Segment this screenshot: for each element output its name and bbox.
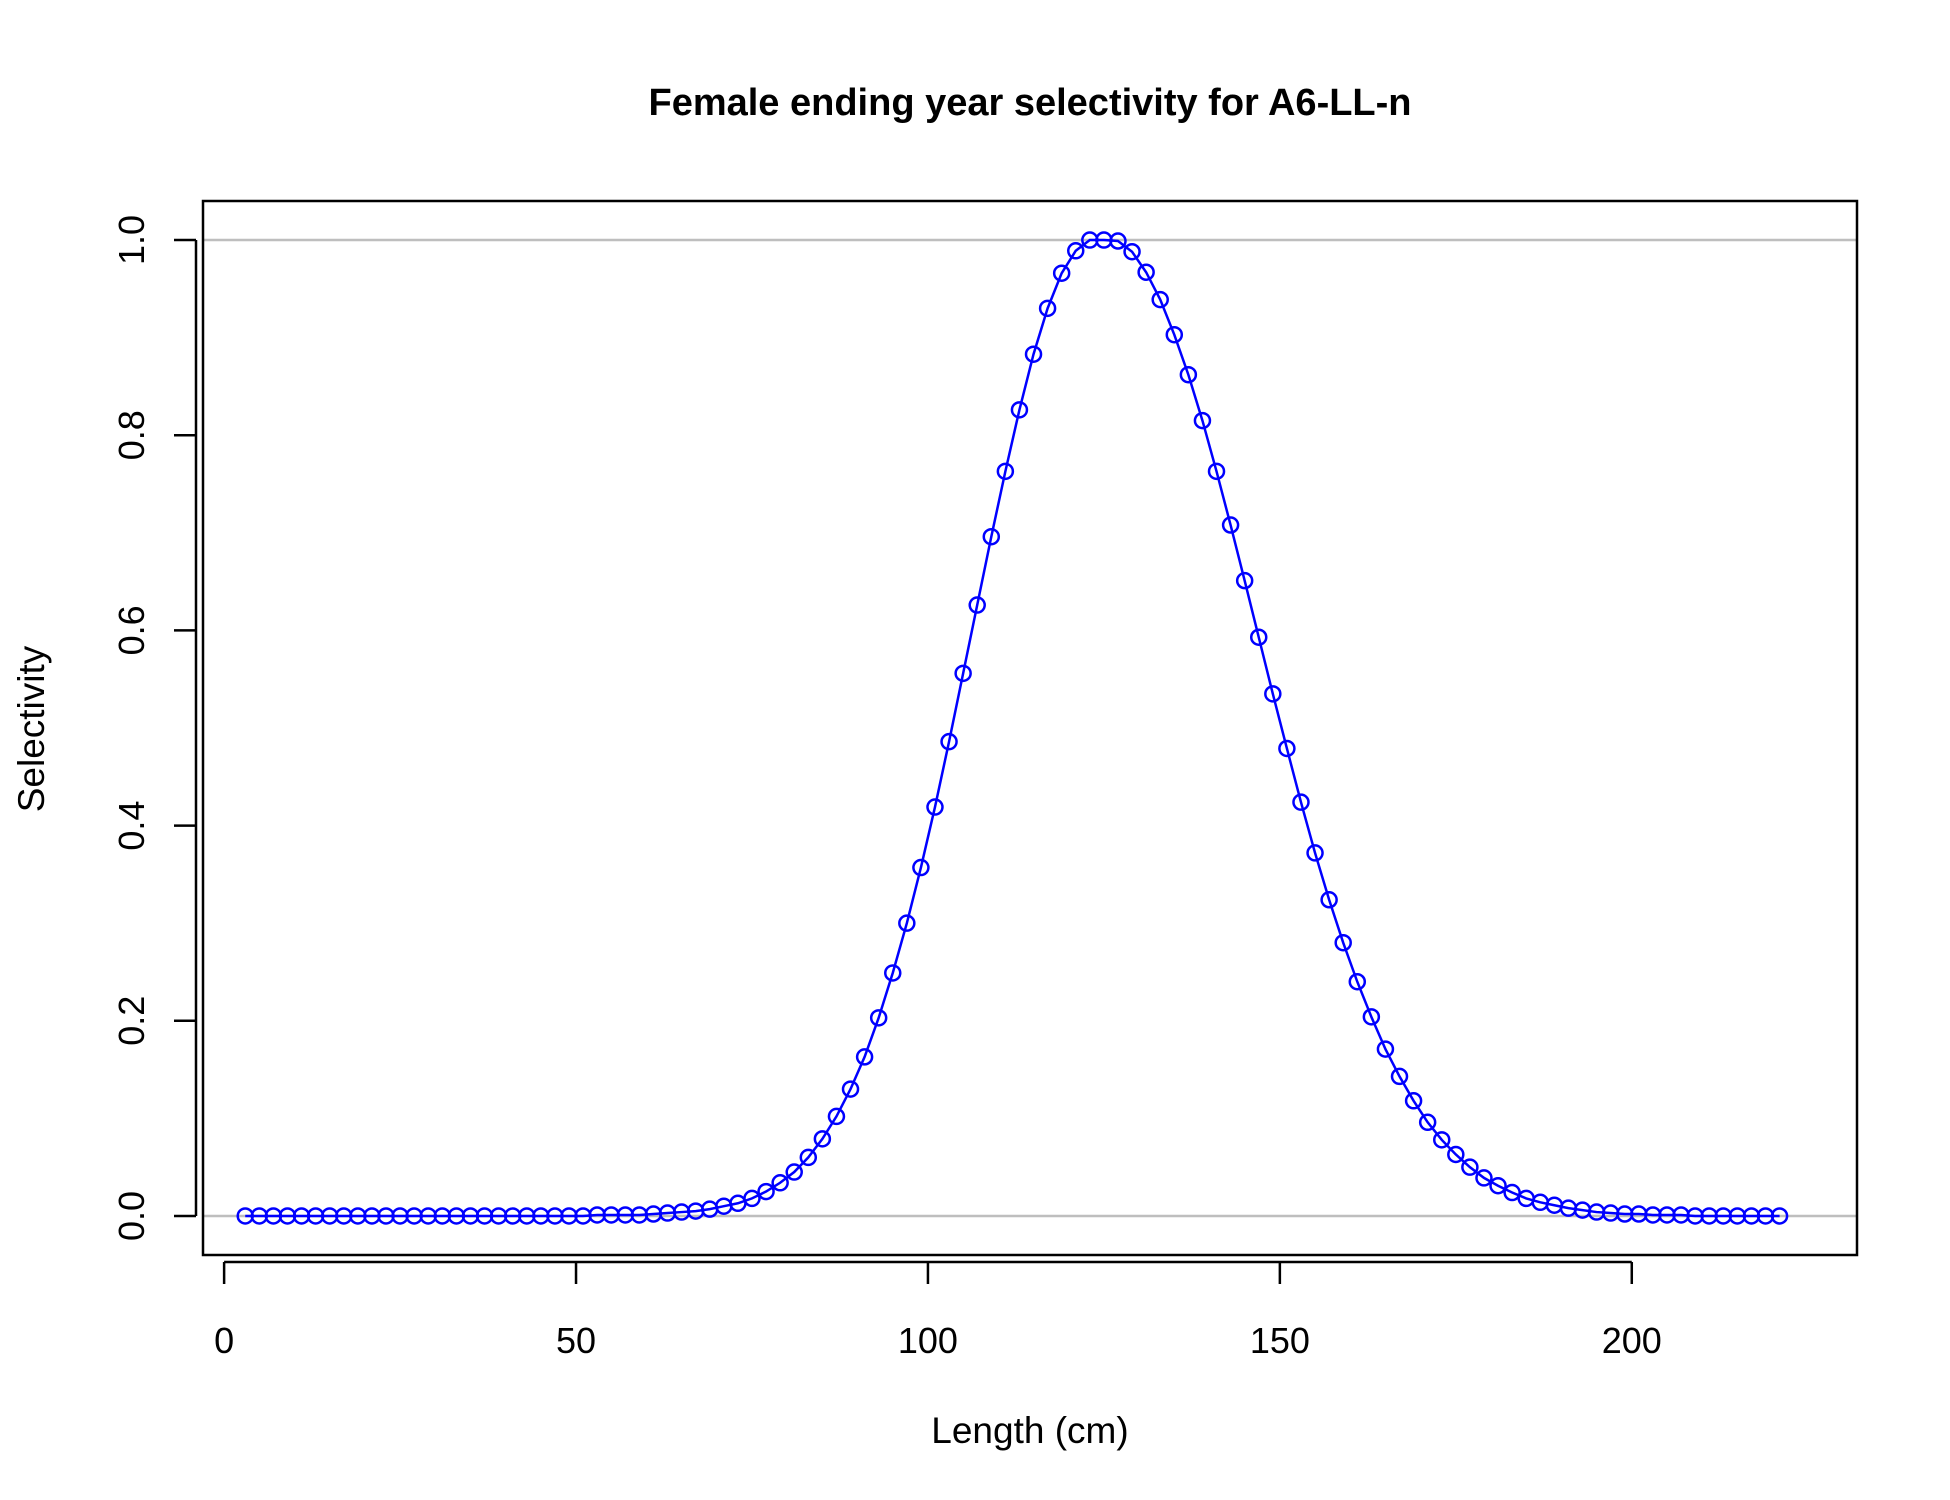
- y-tick-label: 0.2: [111, 996, 152, 1046]
- data-point: [1432, 1131, 1451, 1149]
- x-axis-label: Length (cm): [931, 1410, 1128, 1451]
- data-point: [1221, 516, 1240, 534]
- data-point: [1503, 1183, 1521, 1202]
- data-point: [1010, 401, 1029, 419]
- data-point: [785, 1163, 803, 1181]
- data-point: [855, 1048, 874, 1066]
- data-point: [1475, 1169, 1493, 1187]
- data-point: [1264, 685, 1282, 703]
- data-point: [1320, 891, 1338, 909]
- y-tick-label: 0.0: [111, 1191, 152, 1241]
- data-point: [813, 1130, 832, 1148]
- y-tick-label: 0.8: [111, 410, 152, 460]
- plot-area: [203, 231, 1857, 1225]
- data-point: [954, 664, 972, 683]
- data-point: [1404, 1092, 1423, 1110]
- plot-frame: [201, 199, 1859, 1257]
- data-point: [940, 732, 958, 751]
- data-point: [1137, 263, 1155, 281]
- data-point: [799, 1148, 818, 1167]
- data-point: [1235, 571, 1254, 590]
- data-point: [1151, 290, 1169, 309]
- data-point: [912, 858, 930, 877]
- data-point: [827, 1107, 846, 1126]
- data-point: [1306, 844, 1324, 862]
- x-tick-label: 0: [214, 1320, 234, 1361]
- data-point: [1390, 1067, 1409, 1086]
- data-point: [1418, 1113, 1437, 1132]
- x-tick-label: 50: [556, 1320, 596, 1361]
- data-point: [1770, 1207, 1789, 1225]
- data-point: [1207, 462, 1226, 481]
- data-point: [884, 964, 902, 982]
- data-point: [1447, 1145, 1465, 1164]
- data-point: [926, 798, 944, 816]
- data-point: [982, 527, 1001, 546]
- data-point: [1278, 739, 1296, 758]
- data-point: [1038, 299, 1057, 318]
- data-point: [1066, 242, 1085, 260]
- data-point: [743, 1189, 761, 1208]
- data-point: [1193, 411, 1212, 430]
- data-point: [771, 1174, 789, 1192]
- axes: 0 50 100 150 200 0.0 0.2 0.4 0.6 0.8 1.0: [111, 199, 1859, 1361]
- data-point: [1376, 1040, 1395, 1058]
- x-tick-label: 100: [898, 1320, 958, 1361]
- data-point: [1292, 793, 1310, 811]
- data-point: [968, 596, 986, 614]
- y-tick-label: 1.0: [111, 215, 152, 265]
- x-tick-label: 150: [1250, 1320, 1310, 1361]
- data-point: [1348, 972, 1367, 991]
- data-point: [1165, 325, 1184, 344]
- data-point: [1461, 1158, 1479, 1176]
- data-point: [898, 914, 916, 932]
- data-point: [1109, 232, 1127, 250]
- data-point: [1249, 628, 1268, 646]
- data-point: [757, 1182, 775, 1201]
- data-point: [1123, 242, 1141, 261]
- data-point: [1489, 1176, 1507, 1195]
- data-point: [1052, 264, 1071, 282]
- chart-title: Female ending year selectivity for A6-LL…: [648, 82, 1411, 124]
- y-tick-label: 0.4: [111, 801, 152, 851]
- data-point: [869, 1009, 888, 1027]
- data-point: [1334, 933, 1352, 952]
- x-tick-label: 200: [1602, 1320, 1662, 1361]
- data-point: [1362, 1008, 1381, 1026]
- data-point: [1179, 365, 1198, 384]
- series-line: [245, 238, 1780, 1218]
- y-tick-label: 0.6: [111, 605, 152, 655]
- y-axis-label: Selectivity: [11, 645, 52, 812]
- data-point: [996, 462, 1015, 481]
- data-point: [1024, 345, 1043, 363]
- data-point: [841, 1080, 860, 1098]
